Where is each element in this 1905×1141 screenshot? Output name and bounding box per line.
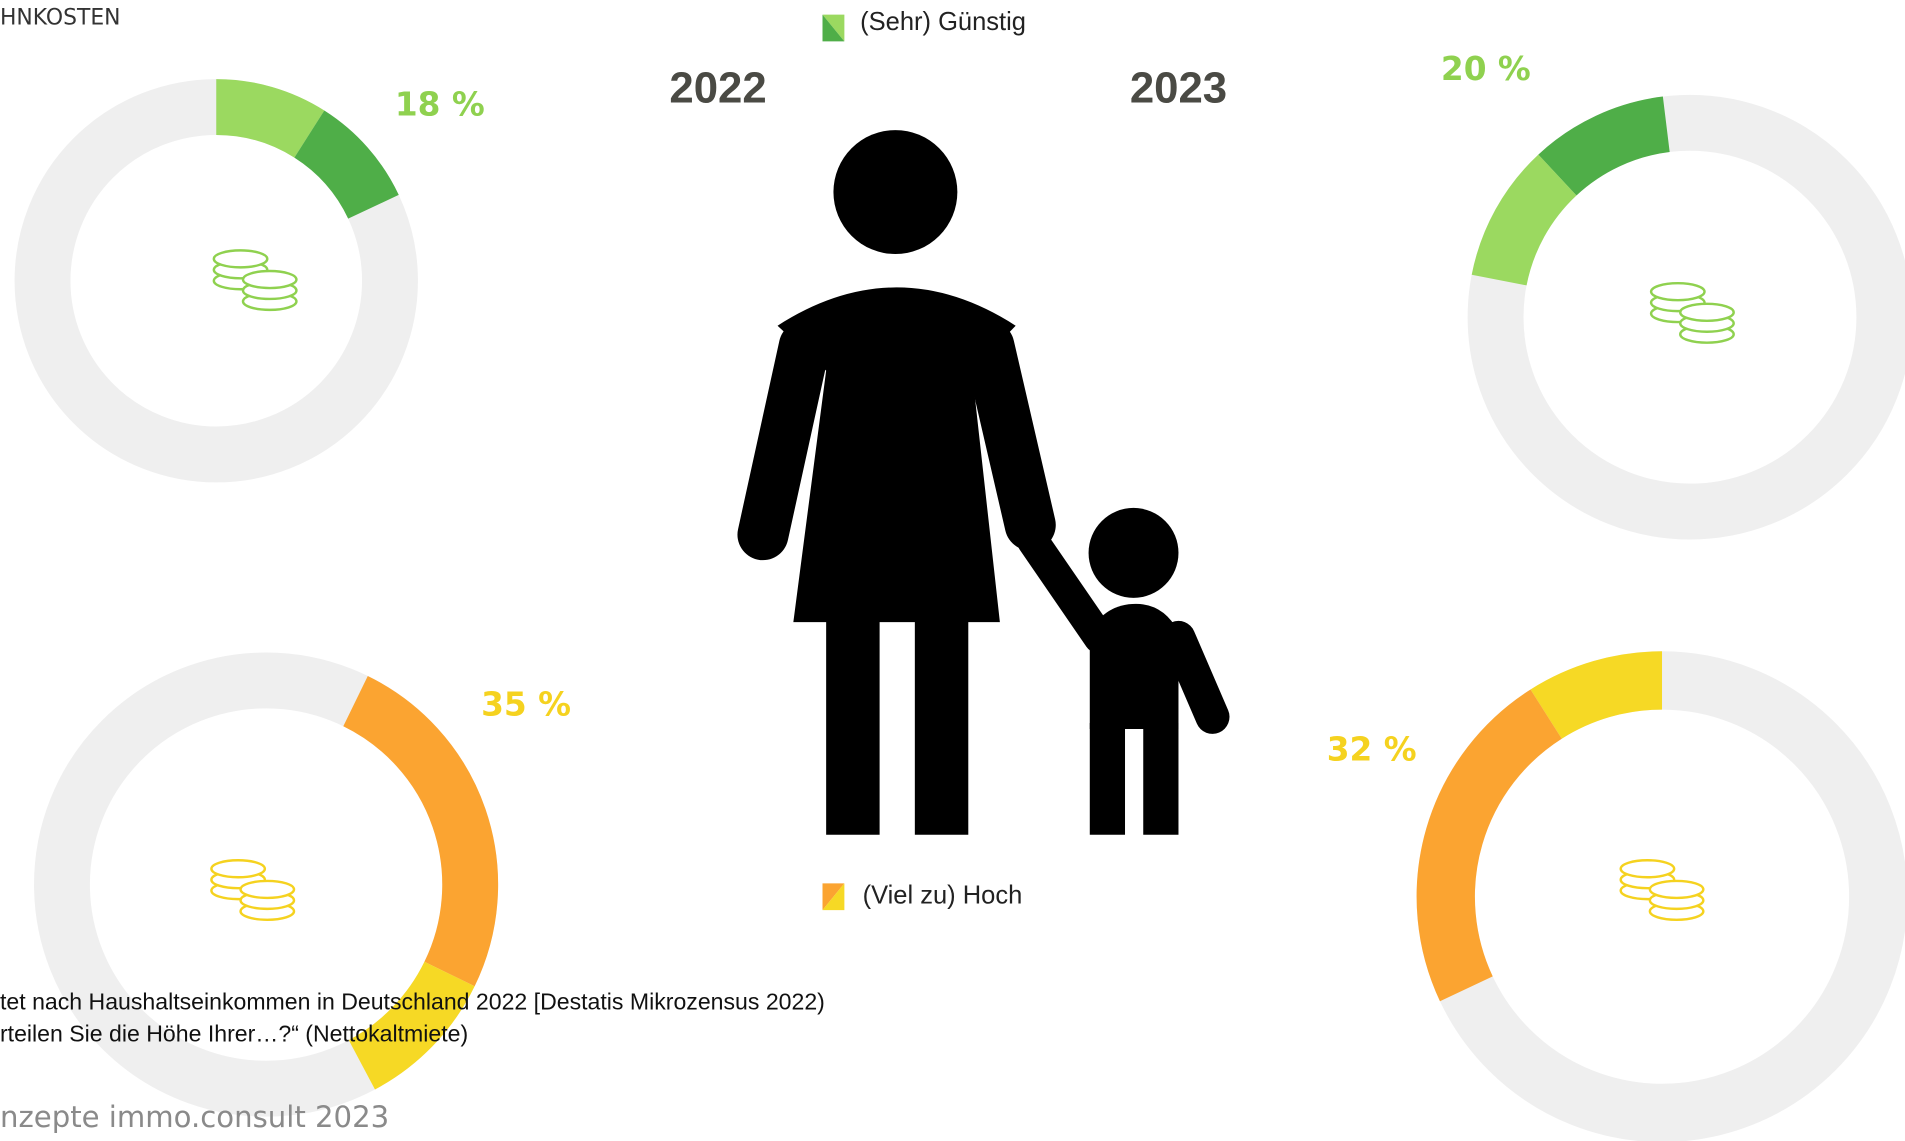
coins-icon bbox=[214, 250, 297, 310]
donut-segment bbox=[1557, 124, 1666, 175]
percent-label: 20 % bbox=[1441, 50, 1531, 88]
woman-arm bbox=[763, 346, 804, 534]
infographic: 18 % 20 % 35 % 32 % HNKOSTEN (Sehr) Günstig… bbox=[0, 0, 1905, 1141]
footnote: rteilen Sie die Höhe Ihrer…?“ (Nettokalt… bbox=[0, 1020, 468, 1046]
donut-segment bbox=[309, 134, 373, 207]
coins-icon bbox=[1621, 860, 1704, 920]
woman-head bbox=[833, 130, 957, 254]
legend-label: (Viel zu) Hoch bbox=[863, 881, 1023, 909]
woman-leg bbox=[915, 614, 968, 835]
year-label: 2023 bbox=[1130, 64, 1227, 113]
donut-segment bbox=[216, 107, 309, 134]
donut-segment bbox=[1546, 680, 1662, 714]
woman-leg bbox=[826, 614, 879, 835]
percent-label: 18 % bbox=[395, 85, 485, 123]
child-body bbox=[1090, 604, 1179, 729]
donut-chart: 20 % bbox=[1441, 50, 1884, 512]
page: 18 % 20 % 35 % 32 % HNKOSTEN (Sehr) Günstig… bbox=[0, 0, 1905, 1141]
coin bbox=[241, 881, 294, 898]
child-leg bbox=[1143, 723, 1178, 835]
child-head bbox=[1089, 508, 1179, 598]
coin bbox=[1651, 283, 1704, 300]
coins-icon bbox=[211, 860, 294, 920]
coin bbox=[214, 250, 267, 267]
year-label: 2022 bbox=[669, 64, 766, 113]
coin bbox=[1680, 304, 1733, 321]
header-title: HNKOSTEN bbox=[0, 5, 121, 30]
donut-segment bbox=[1446, 714, 1546, 989]
silhouette bbox=[763, 130, 1213, 835]
percent-label: 32 % bbox=[1327, 730, 1417, 768]
donut-chart: 18 % bbox=[43, 85, 485, 454]
percent-label: 35 % bbox=[481, 685, 571, 723]
coins-icon bbox=[1651, 283, 1734, 343]
woman-arm bbox=[989, 346, 1030, 525]
footer: nzepte immo.consult 2023 bbox=[0, 1100, 389, 1134]
coin bbox=[1650, 881, 1703, 898]
legend-label: (Sehr) Günstig bbox=[860, 8, 1026, 36]
footnote: tet nach Haushaltseinkommen in Deutschla… bbox=[0, 989, 825, 1015]
donut-segment bbox=[356, 701, 471, 974]
child-leg bbox=[1090, 723, 1125, 835]
child-arm bbox=[1178, 638, 1212, 717]
coin bbox=[243, 271, 296, 288]
coin bbox=[211, 860, 264, 877]
coin bbox=[1621, 860, 1674, 877]
donut-chart: 32 % bbox=[1327, 680, 1879, 1113]
donut-segment bbox=[1499, 175, 1557, 280]
